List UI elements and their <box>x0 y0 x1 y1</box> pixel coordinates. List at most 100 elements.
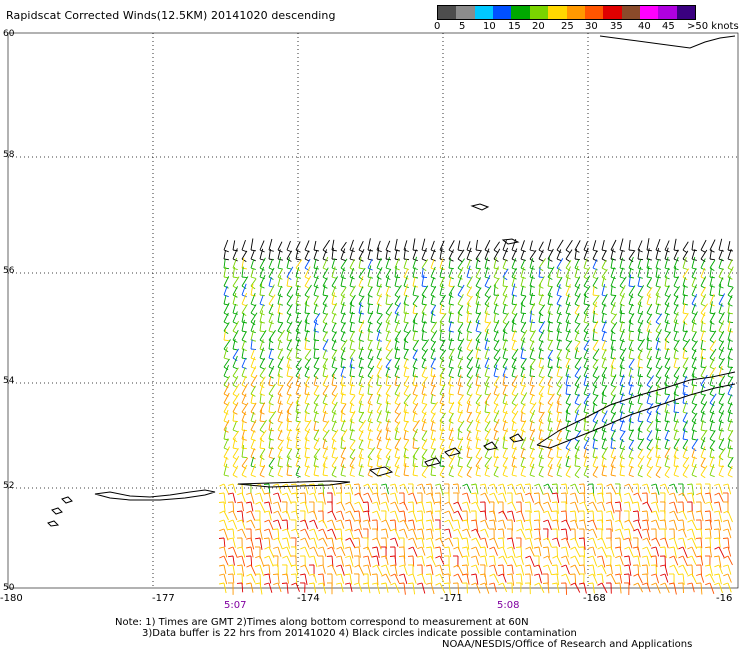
wind-barb <box>529 546 535 557</box>
wind-barb <box>448 546 452 558</box>
wind-barb-tick <box>300 519 306 523</box>
wind-barb <box>718 357 725 368</box>
wind-barb-tick <box>471 483 477 486</box>
wind-barb <box>403 311 407 323</box>
wind-barb <box>673 483 678 494</box>
wind-barb <box>637 555 641 568</box>
wind-barb <box>682 347 686 359</box>
wind-barb-tick <box>502 330 508 334</box>
wind-barb-tick <box>336 573 342 576</box>
wind-barb <box>430 448 436 458</box>
wind-barb <box>655 347 660 359</box>
wind-barb-tick <box>273 492 279 495</box>
wind-barb <box>601 348 607 359</box>
wind-barb-tick <box>304 474 310 478</box>
wind-barb-tick <box>250 447 256 451</box>
wind-barb <box>565 348 570 359</box>
wind-barb <box>394 319 400 332</box>
wind-barb <box>646 510 649 522</box>
wind-barb-tick <box>358 312 364 315</box>
wind-barb <box>727 241 731 251</box>
wind-barb <box>556 519 560 531</box>
wind-barb <box>565 420 570 431</box>
wind-barb-tick <box>218 492 225 495</box>
wind-barb <box>295 427 300 440</box>
wind-barb-tick <box>273 510 279 514</box>
wind-barb-tick <box>443 582 450 585</box>
wind-barb-tick <box>655 375 661 379</box>
wind-barb <box>286 250 292 260</box>
wind-barb-tick <box>673 312 679 316</box>
wind-barb <box>466 528 471 539</box>
wind-barb <box>268 510 272 521</box>
wind-barb <box>619 564 622 576</box>
wind-barb <box>691 582 695 593</box>
wind-barb <box>376 510 381 521</box>
wind-barb-tick <box>516 564 522 567</box>
wind-barb-tick <box>412 294 419 297</box>
wind-barb-tick <box>398 555 405 558</box>
wind-barb <box>439 427 444 440</box>
wind-barb-tick <box>268 456 274 460</box>
wind-barb <box>691 284 698 296</box>
wind-barb <box>394 510 400 523</box>
wind-barb <box>376 492 381 505</box>
wind-barb-tick <box>646 357 652 361</box>
wind-barb <box>241 367 246 377</box>
wind-barb <box>556 437 562 449</box>
wind-barb <box>718 492 724 502</box>
wind-barb-tick <box>466 474 472 478</box>
wind-barb-tick <box>300 546 306 550</box>
wind-barb-tick <box>345 546 351 549</box>
wind-barb-tick <box>709 249 715 253</box>
wind-barb <box>502 320 510 332</box>
wind-barb-tick <box>228 564 234 567</box>
wind-barb <box>322 267 329 278</box>
wind-barb <box>250 268 254 278</box>
wind-barb <box>439 356 445 368</box>
wind-barb <box>556 419 562 431</box>
wind-barb <box>556 582 560 594</box>
wind-barb-tick <box>583 294 589 299</box>
wind-barb <box>538 258 546 269</box>
wind-barb <box>475 519 479 532</box>
wind-barb-tick <box>714 573 720 576</box>
wind-barb <box>592 555 598 567</box>
wind-barb-tick <box>727 474 733 478</box>
wind-barb <box>691 394 696 404</box>
wind-barb <box>529 347 535 359</box>
wind-barb <box>268 427 273 440</box>
wind-barb <box>259 321 262 332</box>
wind-barb <box>358 454 363 467</box>
wind-barb-tick <box>565 312 571 316</box>
wind-barb <box>385 564 391 576</box>
wind-barb-tick <box>628 258 634 263</box>
wind-barb-tick <box>272 573 279 576</box>
wind-barb <box>466 546 470 557</box>
wind-barb <box>403 420 409 431</box>
wind-barb <box>232 240 236 251</box>
wind-barb <box>529 463 535 476</box>
wind-barb-tick <box>669 555 675 559</box>
wind-barb <box>610 258 614 269</box>
wind-barb <box>439 374 442 386</box>
wind-barb-tick <box>497 537 504 539</box>
wind-barb <box>385 358 392 368</box>
wind-barb <box>502 358 508 368</box>
wind-barb-tick <box>259 375 265 380</box>
wind-barb-tick <box>385 267 391 270</box>
wind-barb-tick <box>507 555 513 559</box>
wind-barb-tick <box>655 366 661 370</box>
wind-barb <box>403 302 406 314</box>
wind-barb-tick <box>232 393 238 397</box>
wind-barb-tick <box>241 321 247 324</box>
wind-barb <box>340 483 343 494</box>
wind-barb <box>493 364 498 377</box>
wind-barb-tick <box>502 366 508 370</box>
wind-barb-tick <box>610 474 616 477</box>
wind-barb-tick <box>241 402 247 406</box>
wind-barb <box>628 537 633 549</box>
wind-barb <box>241 546 246 558</box>
wind-barb-tick <box>399 528 405 532</box>
wind-barb <box>349 239 354 251</box>
